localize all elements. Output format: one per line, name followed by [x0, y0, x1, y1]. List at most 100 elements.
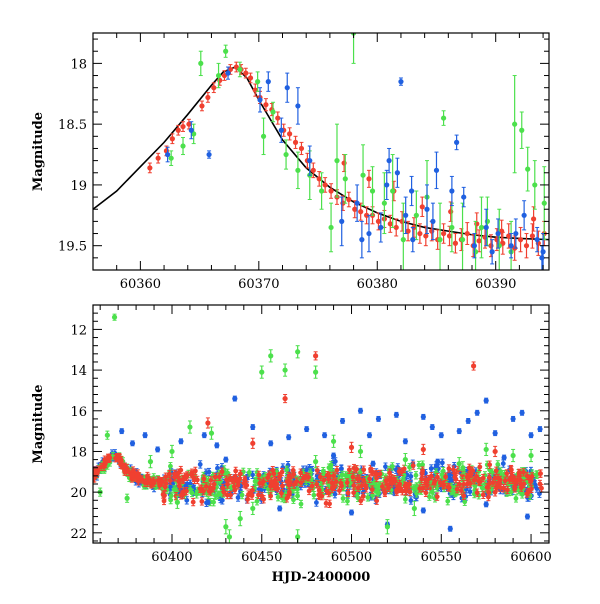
band-point-blue: [409, 497, 414, 504]
data-point-blue: [370, 461, 375, 466]
data-point-green: [441, 111, 446, 126]
data-point-green: [268, 350, 273, 362]
data-point-green: [227, 530, 232, 544]
plot-area: [91, 314, 544, 544]
data-point-blue: [286, 435, 291, 440]
data-point-red: [421, 444, 426, 454]
data-point-blue: [475, 410, 480, 415]
axes-frame: [93, 305, 549, 543]
band-point-blue: [198, 461, 203, 468]
data-point-red: [250, 438, 255, 448]
x-tick-label: 60550: [421, 550, 462, 565]
data-point-blue: [155, 447, 160, 452]
data-point-red: [147, 163, 152, 173]
data-point-red: [518, 227, 523, 251]
data-point-red: [341, 155, 346, 172]
data-point-blue: [421, 414, 426, 419]
data-point-blue: [266, 72, 271, 91]
data-point-red: [429, 221, 434, 240]
band-point-red: [324, 500, 329, 507]
data-point-green: [270, 102, 275, 121]
data-point-blue: [295, 88, 300, 124]
data-point-green: [385, 520, 390, 534]
data-point-red: [453, 234, 458, 253]
data-point-green: [223, 45, 228, 57]
data-point-blue: [250, 424, 255, 429]
data-point-blue: [223, 457, 228, 462]
data-point-red: [349, 442, 354, 452]
model-curve: [93, 67, 549, 240]
plot-area: [93, 3, 549, 283]
band-point-blue: [440, 459, 445, 466]
y-tick-label: 22: [70, 527, 87, 542]
data-point-blue: [522, 201, 527, 230]
data-point-red: [530, 224, 535, 248]
data-point-blue: [119, 429, 124, 434]
data-point-blue: [434, 152, 439, 188]
band-point-green: [311, 491, 316, 498]
data-point-green: [370, 167, 375, 216]
y-tick-label: 12: [70, 323, 87, 338]
y-tick-label: 19: [70, 179, 87, 194]
x-axis-title: HJD-2400000: [272, 570, 371, 585]
data-point-green: [358, 445, 363, 457]
data-point-blue: [178, 439, 183, 444]
data-point-red: [346, 192, 351, 207]
data-point-green: [283, 140, 288, 169]
x-tick-label: 60380: [357, 277, 398, 292]
data-point-red: [524, 234, 529, 258]
band-point-green: [445, 498, 450, 505]
data-point-red: [493, 446, 498, 456]
data-point-blue: [387, 148, 392, 172]
x-tick-label: 60400: [151, 550, 192, 565]
data-point-red: [287, 128, 292, 140]
data-point-red: [156, 153, 161, 163]
data-point-green: [261, 118, 266, 154]
data-point-green: [238, 511, 243, 525]
y-tick-label: 18: [70, 57, 87, 72]
data-point-blue: [410, 227, 415, 251]
data-point-green: [331, 435, 336, 447]
data-point-blue: [484, 209, 489, 245]
data-point-blue: [403, 439, 408, 444]
data-point-green: [259, 366, 264, 378]
data-point-green: [112, 314, 117, 320]
data-point-red: [313, 352, 318, 360]
data-point-green: [403, 453, 408, 465]
data-point-red: [282, 395, 287, 403]
data-point-blue: [394, 412, 399, 417]
data-point-red: [299, 142, 304, 154]
data-point-blue: [322, 433, 327, 438]
data-point-blue: [279, 118, 284, 142]
data-point-blue: [484, 398, 489, 403]
axes-frame: [93, 33, 549, 270]
band-point-red: [233, 467, 238, 474]
data-point-green: [510, 449, 515, 461]
data-point-blue: [454, 135, 459, 150]
data-point-green: [334, 124, 339, 197]
data-point-blue: [205, 500, 210, 505]
data-point-blue: [493, 431, 498, 436]
y-tick-label: 18.5: [58, 118, 87, 133]
data-point-red: [465, 223, 470, 245]
data-point-green: [328, 203, 333, 252]
data-point-blue: [367, 433, 372, 438]
data-point-blue: [398, 78, 403, 85]
data-point-blue: [466, 418, 471, 423]
data-point-blue: [331, 453, 336, 458]
data-point-green: [295, 152, 300, 188]
data-point-green: [542, 167, 547, 240]
data-point-blue: [430, 203, 435, 239]
data-point-green: [198, 51, 203, 75]
data-point-blue: [232, 396, 237, 401]
x-tick-label: 60390: [475, 277, 516, 292]
band-point-green: [514, 495, 519, 502]
data-point-blue: [409, 176, 414, 205]
data-point-green: [512, 76, 517, 173]
data-point-blue: [130, 441, 135, 446]
data-point-green: [282, 364, 287, 376]
data-point-red: [366, 170, 371, 187]
data-point-green: [313, 456, 318, 468]
